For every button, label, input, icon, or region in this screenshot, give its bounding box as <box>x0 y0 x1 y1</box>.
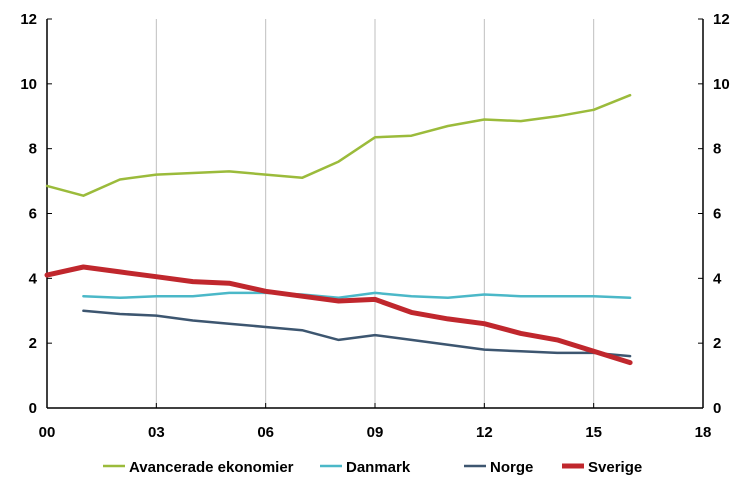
series-line-danmark <box>82 291 632 300</box>
series-line-avancerade-ekonomier <box>45 93 632 197</box>
y-tick-label-right: 4 <box>713 270 722 287</box>
y-axis-right-labels: 0 2 4 6 8 10 12 <box>713 11 730 417</box>
legend-label-sverige: Sverige <box>588 459 642 476</box>
series-line-norge <box>82 309 632 358</box>
y-tick-label-left: 8 <box>29 141 37 158</box>
x-tick-label: 15 <box>585 424 602 441</box>
x-tick-label: 00 <box>39 424 56 441</box>
x-tick-label: 03 <box>148 424 165 441</box>
y-tick-label-left: 4 <box>29 270 38 287</box>
y-tick-label-right: 6 <box>713 206 721 223</box>
y-tick-label-right: 8 <box>713 141 721 158</box>
y-tick-label-right: 10 <box>713 76 730 93</box>
y-tick-label-left: 12 <box>20 11 37 28</box>
axes <box>46 18 704 409</box>
x-tick-label: 12 <box>476 424 493 441</box>
y-tick-label-right: 2 <box>713 335 721 352</box>
x-tick-label: 06 <box>257 424 274 441</box>
legend-label-norge: Norge <box>490 459 533 476</box>
y-tick-label-right: 0 <box>713 400 721 417</box>
y-tick-label-right: 12 <box>713 11 730 28</box>
series-line-sverige <box>44 264 633 366</box>
x-tick-label: 18 <box>695 424 712 441</box>
gridlines <box>155 19 595 408</box>
legend-label-danmark: Danmark <box>346 459 411 476</box>
series-group <box>44 93 633 366</box>
x-axis-labels: 00 03 06 09 12 15 18 <box>39 424 712 441</box>
y-axis-left-labels: 0 2 4 6 8 10 12 <box>20 11 37 417</box>
y-tick-label-left: 2 <box>29 335 37 352</box>
y-tick-label-left: 6 <box>29 206 37 223</box>
legend-label-avancerade-ekonomier: Avancerade ekonomier <box>129 459 294 476</box>
y-tick-label-left: 10 <box>20 76 37 93</box>
legend: Avancerade ekonomier Danmark Norge Sverige <box>103 459 642 476</box>
x-tick-label: 09 <box>367 424 384 441</box>
y-tick-label-left: 0 <box>29 400 37 417</box>
